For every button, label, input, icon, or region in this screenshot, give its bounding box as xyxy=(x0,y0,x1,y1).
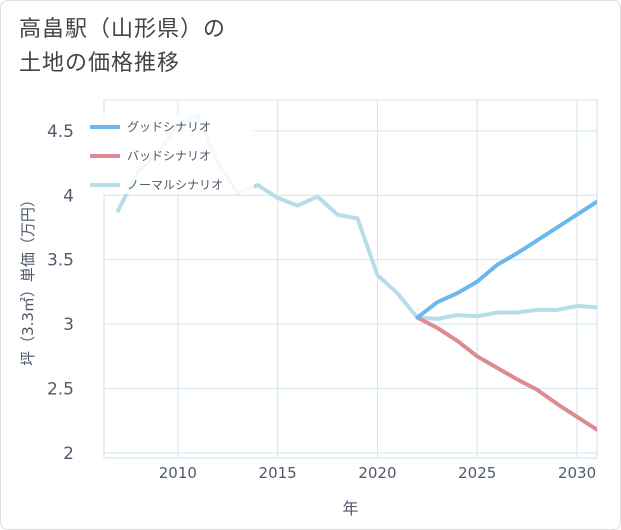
x-tick-label: 2015 xyxy=(259,464,297,482)
series-line-1 xyxy=(415,315,597,432)
title-line-2: 土地の価格推移 xyxy=(19,51,181,76)
x-tick-label: 2030 xyxy=(558,464,596,482)
y-tick-label: 3 xyxy=(63,315,74,335)
y-tick-label: 4 xyxy=(63,186,74,206)
y-tick-label: 3.5 xyxy=(47,251,74,271)
y-tick-label: 4.5 xyxy=(47,122,74,142)
title-line-1: 高畠駅（山形県）の xyxy=(19,17,227,42)
y-tick-label: 2 xyxy=(63,444,74,464)
x-tick-label: 2020 xyxy=(358,464,396,482)
legend-label: ノーマルシナリオ xyxy=(127,178,223,192)
x-tick-label: 2025 xyxy=(458,464,496,482)
legend-label: バッドシナリオ xyxy=(127,149,211,163)
y-tick-label: 2.5 xyxy=(47,379,74,399)
y-axis-label: 坪（3.3㎡）単価（万円） xyxy=(19,192,37,366)
page-title: 高畠駅（山形県）の 土地の価格推移 xyxy=(19,13,226,81)
legend-label: グッドシナリオ xyxy=(127,120,211,134)
x-tick-label: 2010 xyxy=(159,464,197,482)
x-axis-label: 年 xyxy=(342,499,358,518)
series-line-0 xyxy=(415,199,597,320)
